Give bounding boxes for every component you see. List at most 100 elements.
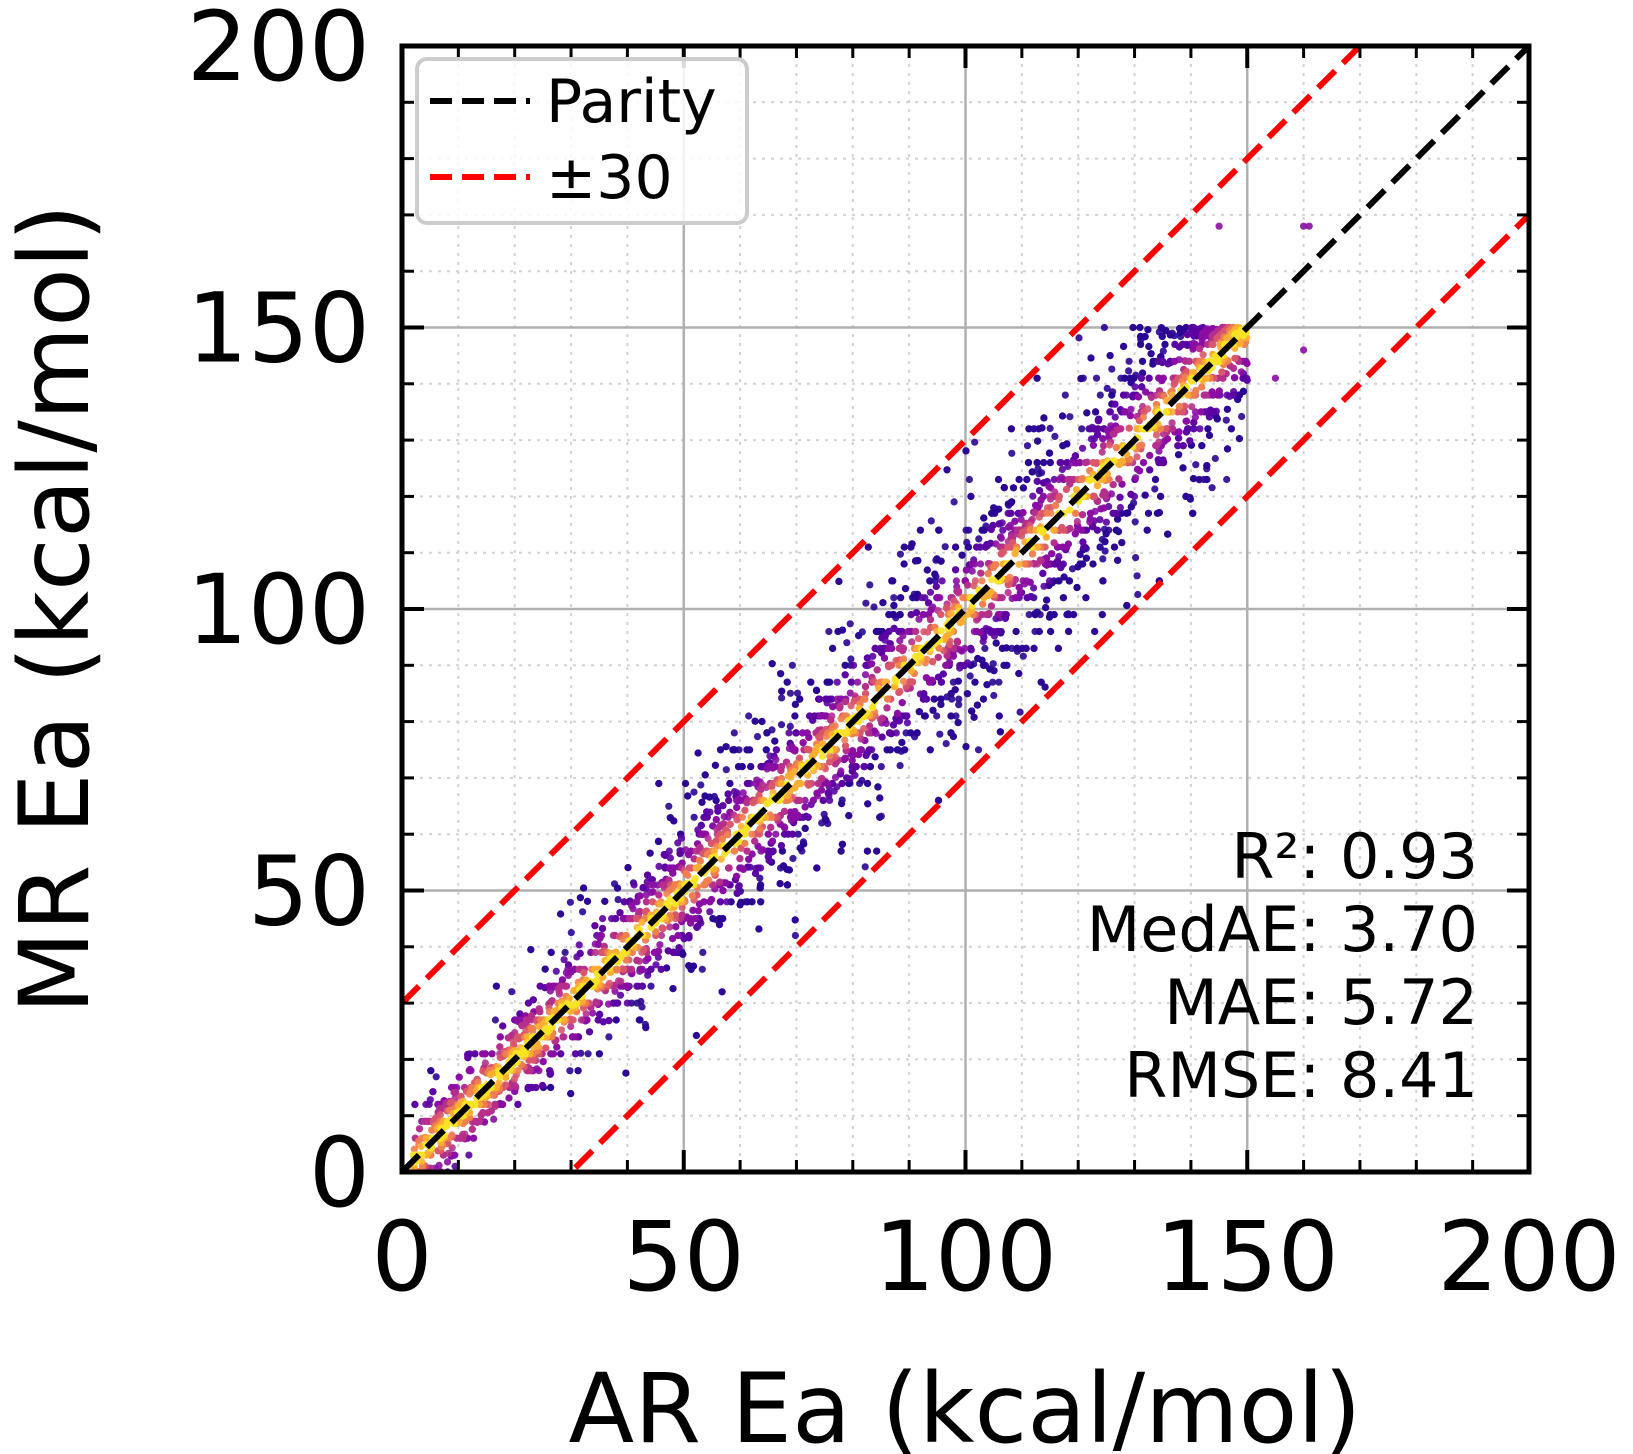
- scatter-point: [1021, 560, 1029, 568]
- scatter-point: [1124, 509, 1132, 517]
- scatter-point: [907, 729, 915, 737]
- scatter-point: [769, 847, 777, 855]
- scatter-point: [783, 678, 791, 686]
- scatter-point: [1091, 627, 1099, 636]
- scatter-point: [995, 520, 1003, 528]
- scatter-point: [647, 965, 655, 973]
- scatter-point: [752, 779, 760, 788]
- scatter-point: [575, 941, 583, 949]
- scatter-point: [992, 639, 1000, 647]
- scatter-point: [778, 763, 786, 771]
- scatter-point: [901, 746, 909, 754]
- scatter-point: [617, 977, 625, 985]
- scatter-point: [905, 678, 913, 686]
- scatter-point: [1132, 474, 1140, 482]
- scatter-point: [970, 582, 978, 590]
- scatter-point: [763, 729, 771, 737]
- scatter-point: [1102, 530, 1110, 538]
- scatter-point: [1040, 582, 1048, 590]
- scatter-point: [927, 517, 935, 525]
- scatter-point: [546, 1070, 554, 1078]
- scatter-point: [636, 892, 644, 900]
- scatter-point: [1034, 465, 1042, 473]
- scatter-point: [824, 789, 832, 797]
- scatter-point: [502, 1073, 510, 1081]
- scatter-point: [470, 1134, 478, 1142]
- scatter-point: [1141, 491, 1149, 499]
- scatter-point: [1038, 424, 1046, 432]
- scatter-point: [978, 577, 986, 585]
- scatter-point: [962, 566, 970, 574]
- scatter-point: [1184, 425, 1192, 433]
- scatter-point: [1131, 383, 1139, 391]
- scatter-point: [703, 808, 711, 816]
- scatter-point: [561, 948, 569, 957]
- scatter-point: [979, 695, 988, 703]
- scatter-point: [1065, 577, 1073, 585]
- scatter-point: [557, 1050, 565, 1058]
- scatter-point: [1242, 357, 1250, 365]
- scatter-point: [1063, 459, 1071, 467]
- scatter-point: [570, 987, 578, 995]
- scatter-point: [1175, 451, 1183, 459]
- scatter-point: [1015, 475, 1023, 484]
- scatter-point: [919, 611, 927, 619]
- scatter-point: [963, 690, 972, 698]
- scatter-point: [948, 695, 956, 703]
- scatter-point: [1040, 459, 1048, 467]
- scatter-point: [897, 594, 905, 602]
- scatter-point: [841, 742, 850, 750]
- scatter-point: [1189, 475, 1198, 483]
- scatter-point: [745, 712, 753, 720]
- scatter-point: [608, 915, 616, 923]
- scatter-point: [724, 790, 732, 798]
- scatter-point: [1151, 485, 1159, 493]
- scatter-point: [1300, 346, 1308, 354]
- scatter-point: [983, 681, 991, 689]
- scatter-point: [1079, 560, 1087, 568]
- scatter-point: [696, 843, 704, 851]
- scatter-point: [743, 799, 751, 807]
- scatter-point: [1090, 425, 1098, 433]
- scatter-point: [722, 743, 730, 751]
- scatter-point: [560, 1016, 568, 1024]
- scatter-point: [968, 560, 977, 568]
- scatter-point: [828, 695, 836, 703]
- scatter-point: [638, 982, 647, 990]
- scatter-point: [861, 671, 870, 679]
- scatter-point: [1066, 413, 1074, 421]
- scatter-point: [1109, 509, 1117, 517]
- scatter-point: [901, 585, 910, 593]
- scatter-point: [639, 884, 647, 892]
- scatter-point: [1100, 323, 1108, 332]
- scatter-point: [1133, 572, 1141, 580]
- scatter-point: [642, 908, 650, 916]
- scatter-point: [955, 695, 963, 703]
- scatter-point: [1118, 457, 1126, 465]
- scatter-point: [994, 475, 1003, 484]
- scatter-point: [784, 830, 792, 838]
- scatter-point: [655, 779, 663, 788]
- scatter-point: [833, 678, 841, 686]
- scatter-point: [1099, 435, 1107, 443]
- scatter-point: [1132, 554, 1140, 562]
- scatter-point: [1058, 465, 1066, 474]
- scatter-point: [1188, 326, 1196, 334]
- scatter-point: [1078, 475, 1086, 484]
- scatter-point: [1140, 408, 1148, 416]
- scatter-point: [1157, 492, 1165, 500]
- scatter-point: [697, 821, 705, 830]
- scatter-point: [698, 965, 706, 973]
- scatter-point: [813, 789, 821, 797]
- scatter-point: [954, 719, 962, 727]
- scatter-point: [984, 570, 992, 578]
- scatter-point: [1076, 459, 1084, 467]
- scatter-point: [964, 581, 972, 589]
- scatter-point: [1179, 340, 1187, 348]
- scatter-point: [860, 763, 868, 771]
- scatter-point: [1008, 644, 1016, 653]
- scatter-point: [1203, 462, 1211, 470]
- scatter-point: [758, 717, 766, 726]
- scatter-point: [563, 982, 571, 990]
- scatter-point: [1000, 484, 1008, 492]
